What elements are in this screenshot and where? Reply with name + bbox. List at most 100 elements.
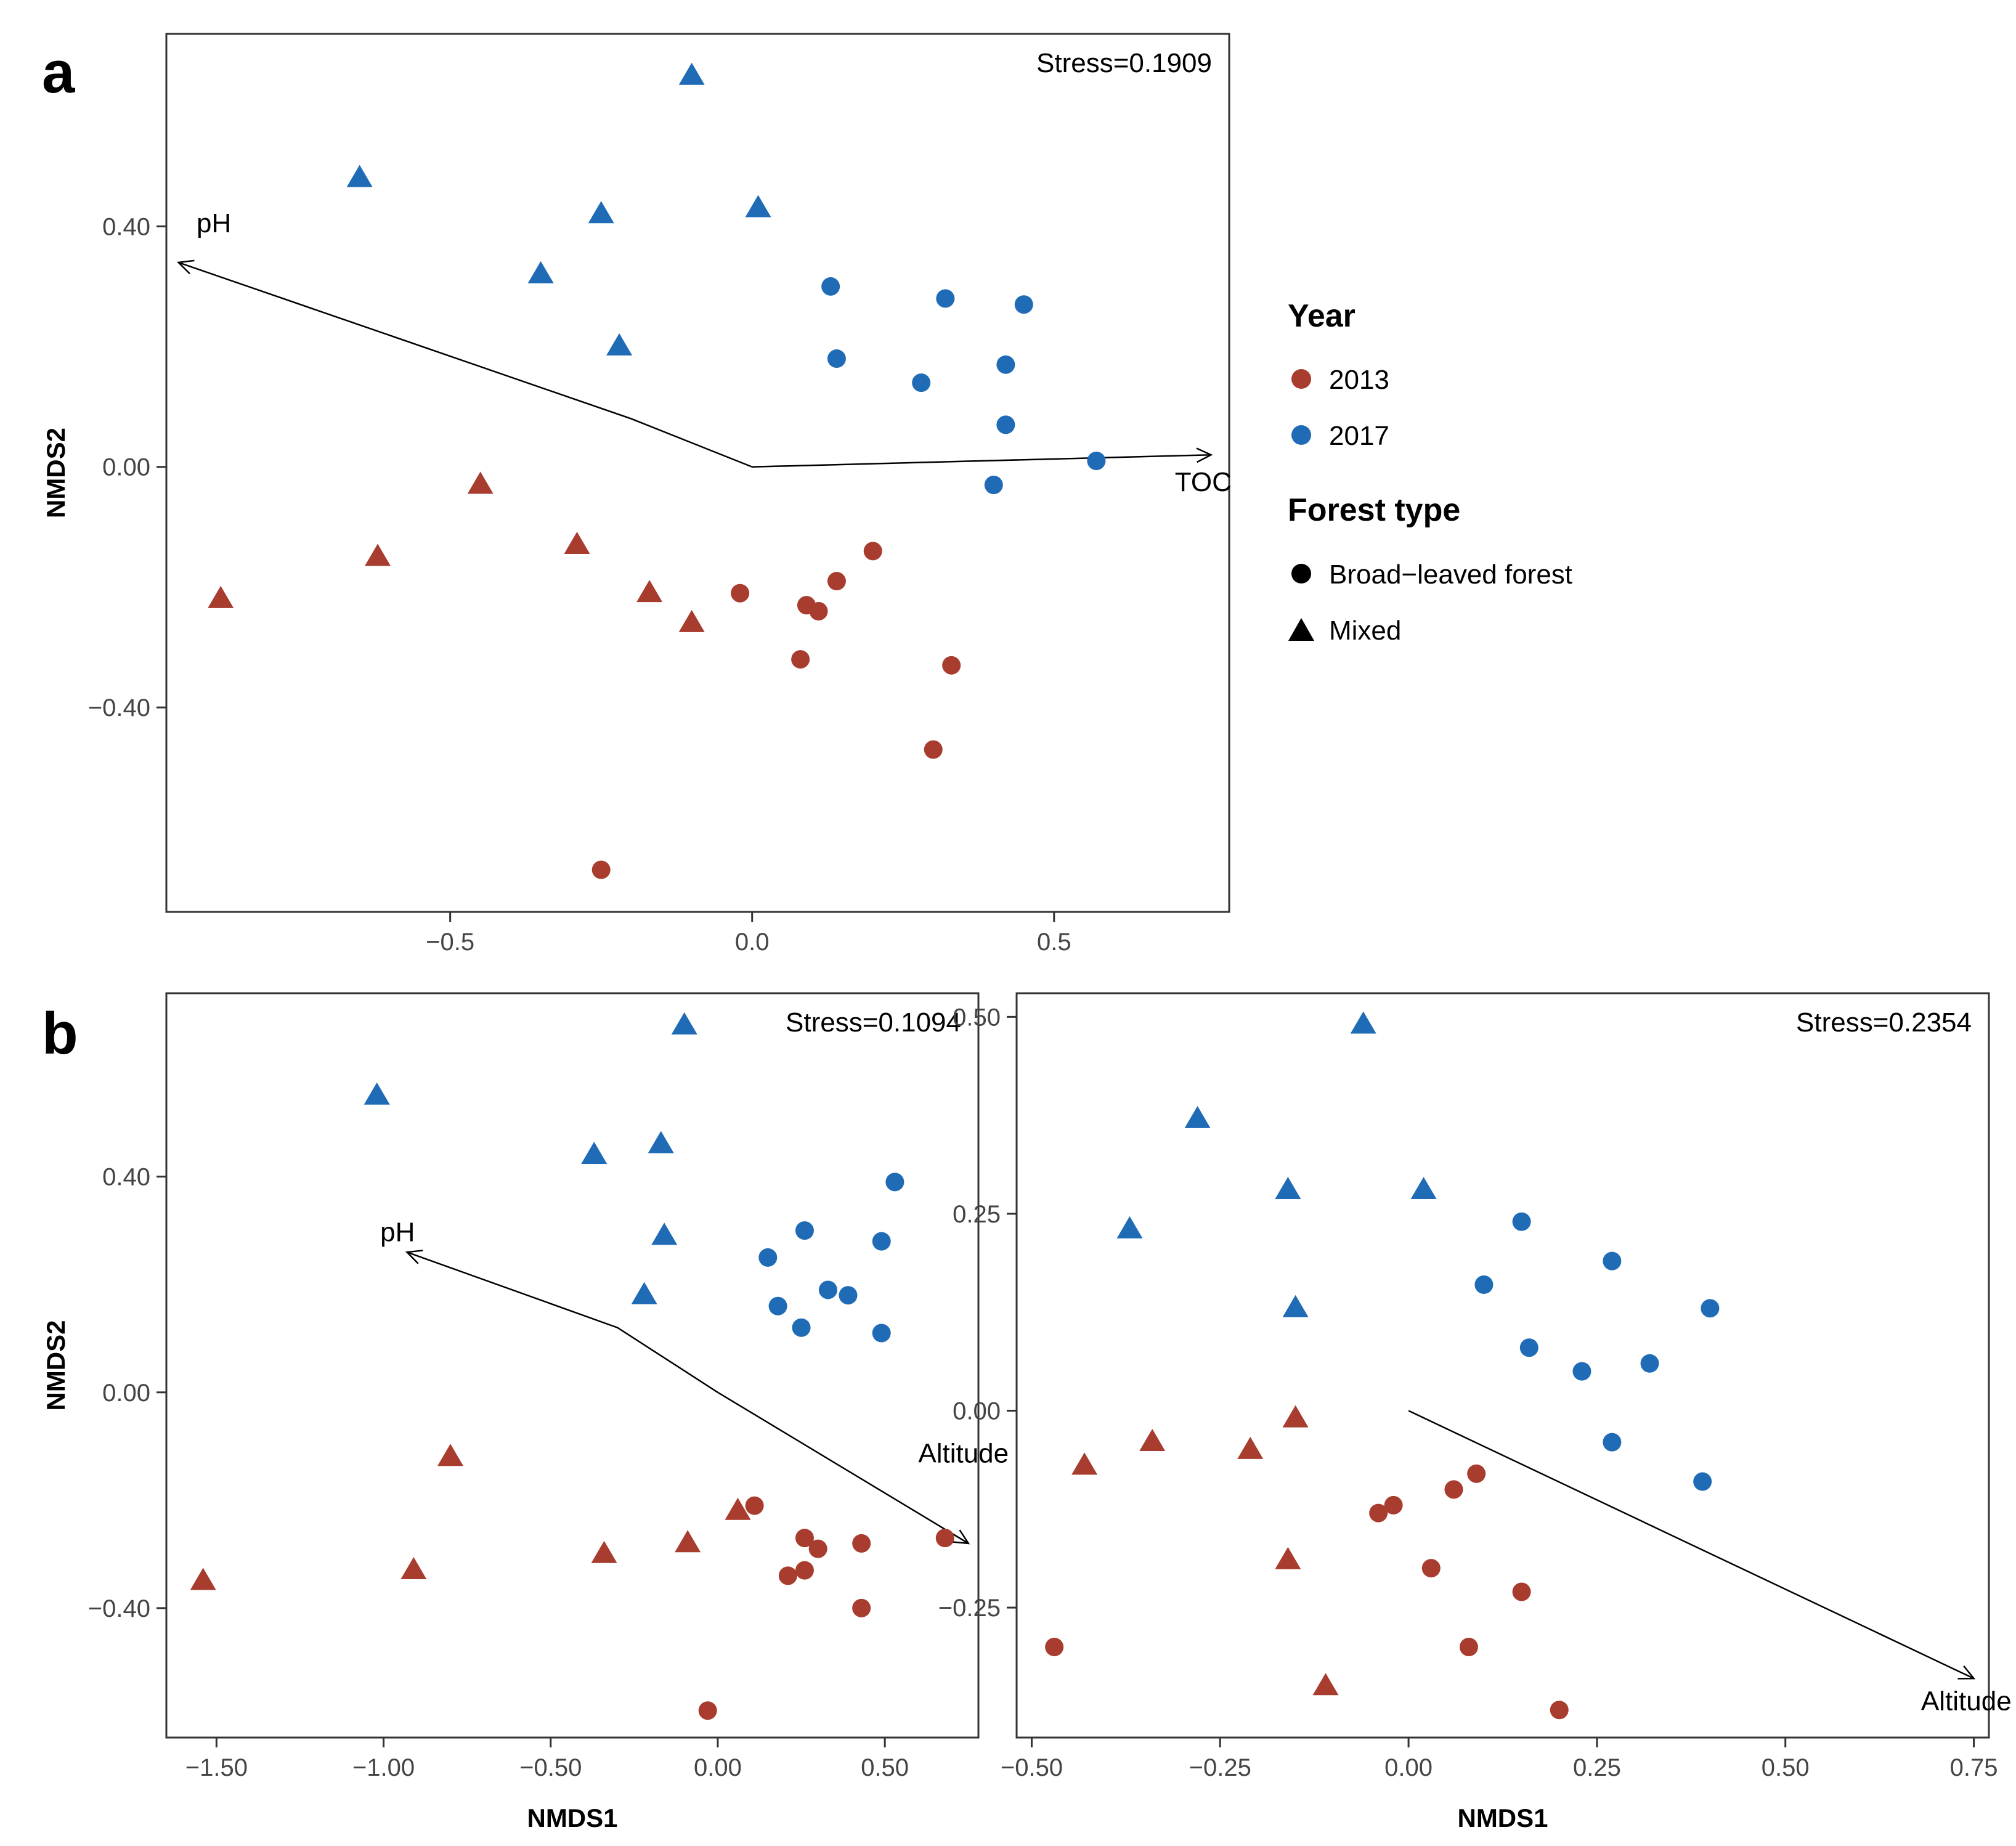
point-2017-broad — [1014, 295, 1033, 314]
point-2013-broad — [1512, 1582, 1531, 1601]
point-2017-mixed — [346, 165, 373, 187]
vector-ph-arrowhead — [405, 1250, 423, 1264]
point-2017-mixed — [651, 1222, 678, 1245]
point-2013-broad — [863, 542, 882, 561]
x-tick-label: −0.50 — [519, 1754, 582, 1781]
vector-altitude-arrowhead — [1957, 1665, 1976, 1680]
point-2017-mixed — [631, 1282, 657, 1304]
point-2013-mixed — [725, 1497, 751, 1520]
point-2017-broad — [1572, 1362, 1591, 1381]
point-2017-broad — [1087, 451, 1106, 470]
vector-ph-line — [178, 261, 753, 468]
point-2013-mixed — [208, 585, 234, 608]
point-2013-mixed — [437, 1444, 464, 1466]
point-2013-broad — [698, 1701, 717, 1720]
point-2013-broad — [1045, 1637, 1064, 1656]
point-2017-mixed — [581, 1142, 608, 1165]
point-2013-mixed — [1071, 1452, 1098, 1475]
panel-label: b — [42, 1001, 78, 1067]
point-2013-mixed — [591, 1540, 617, 1563]
y-tick-label: 0.25 — [953, 1201, 1001, 1228]
point-2013-mixed — [636, 580, 663, 603]
x-tick-label: −1.00 — [352, 1754, 415, 1781]
legend-2017-marker — [1291, 425, 1311, 445]
panels-layer: a Stress=0.1909 −0.5 0.0 0.5 −0.40 0.00 0.40 NMD… — [41, 33, 2012, 1832]
point-2017-mixed — [588, 201, 614, 224]
legend-broad-label: Broad−leaved forest — [1329, 559, 1572, 590]
point-2017-broad — [1603, 1433, 1622, 1452]
x-tick-label: 0.00 — [1384, 1754, 1433, 1781]
point-2013-broad — [827, 572, 846, 591]
plot-frame — [165, 33, 1230, 913]
point-2013-broad — [852, 1534, 871, 1553]
point-2013-broad — [791, 650, 810, 669]
point-2013-mixed — [1237, 1436, 1264, 1459]
y-tick-label: 0.00 — [102, 454, 150, 481]
vector-altitude-arrowhead — [952, 1529, 970, 1545]
point-2017-broad — [1519, 1338, 1538, 1357]
point-2017-mixed — [1350, 1011, 1376, 1034]
point-2013-broad — [1444, 1480, 1463, 1499]
point-2017-broad — [1474, 1275, 1494, 1294]
point-2017-broad — [872, 1232, 891, 1251]
y-tick-label: 0.00 — [953, 1398, 1001, 1425]
legend-2013-marker — [1291, 369, 1311, 389]
point-2013-broad — [1384, 1495, 1403, 1515]
legend-2017-label: 2017 — [1329, 421, 1389, 451]
y-tick-label: 0.40 — [102, 1164, 150, 1191]
point-2013-broad — [808, 1539, 827, 1558]
x-tick-label: −0.5 — [426, 929, 474, 956]
y-axis-title: NMDS2 — [41, 428, 70, 518]
point-2017-broad — [1693, 1472, 1712, 1491]
point-2017-broad — [912, 373, 931, 392]
point-2017-mixed — [671, 1012, 697, 1035]
point-2017-broad — [795, 1221, 814, 1240]
y-tick-label: 0.40 — [102, 213, 150, 240]
point-2017-broad — [758, 1248, 778, 1267]
vector-ph-label: pH — [197, 208, 231, 238]
vector-altitude-line — [717, 1391, 969, 1544]
vector-altitude-line — [1408, 1410, 1975, 1680]
x-axis-title: NMDS1 — [1457, 1803, 1548, 1832]
y-tick-label: −0.40 — [88, 1595, 150, 1622]
stress-label: Stress=0.1909 — [1036, 48, 1212, 78]
point-2013-broad — [1459, 1637, 1478, 1656]
x-tick-label: 0.50 — [861, 1754, 909, 1781]
y-tick-label: −0.25 — [938, 1595, 1001, 1622]
point-2017-broad — [996, 415, 1015, 434]
point-2013-mixed — [365, 543, 391, 566]
panel-label: a — [42, 39, 75, 105]
x-tick-label: −0.50 — [1001, 1754, 1063, 1781]
vector-altitude-label: Altitude — [1921, 1686, 2012, 1716]
point-2013-broad — [942, 656, 961, 675]
panel-2: b Stress=0.1094 −1.50 −1.00 −0.50 0.00 0.50 −0.… — [41, 992, 1009, 1832]
point-2017-mixed — [745, 195, 771, 218]
point-2017-broad — [839, 1286, 858, 1305]
point-2017-mixed — [1275, 1176, 1301, 1199]
point-2013-mixed — [1312, 1673, 1339, 1696]
panel-1: a Stress=0.1909 −0.5 0.0 0.5 −0.40 0.00 0.40 NMD… — [41, 33, 1232, 956]
vector-ph-line — [407, 1251, 718, 1393]
vector-toc-arrowhead — [1196, 447, 1213, 463]
legend-mixed-marker — [1288, 618, 1314, 641]
y-axis-title: NMDS2 — [41, 1320, 70, 1410]
point-2017-broad — [936, 289, 955, 308]
point-2017-broad — [1512, 1212, 1531, 1231]
y-tick-label: 0.00 — [102, 1380, 150, 1407]
point-2013-broad — [1550, 1701, 1569, 1720]
panel-3: Stress=0.2354 −0.50 −0.25 0.00 0.25 0.50 0.75 −… — [938, 992, 2012, 1832]
vector-toc-line — [752, 453, 1211, 468]
point-2017-mixed — [527, 261, 554, 283]
point-2013-broad — [591, 860, 611, 879]
point-2017-broad — [872, 1324, 891, 1343]
point-2017-mixed — [648, 1131, 674, 1153]
point-2017-broad — [885, 1173, 904, 1192]
stress-label: Stress=0.1094 — [786, 1007, 961, 1038]
legend: Year 2013 2017 Forest type Broad−leaved … — [1288, 298, 1572, 646]
point-2013-mixed — [1139, 1429, 1166, 1452]
point-2013-broad — [1467, 1464, 1486, 1483]
point-2017-mixed — [678, 62, 705, 85]
x-tick-label: 0.0 — [735, 929, 770, 956]
point-2017-broad — [996, 355, 1015, 374]
